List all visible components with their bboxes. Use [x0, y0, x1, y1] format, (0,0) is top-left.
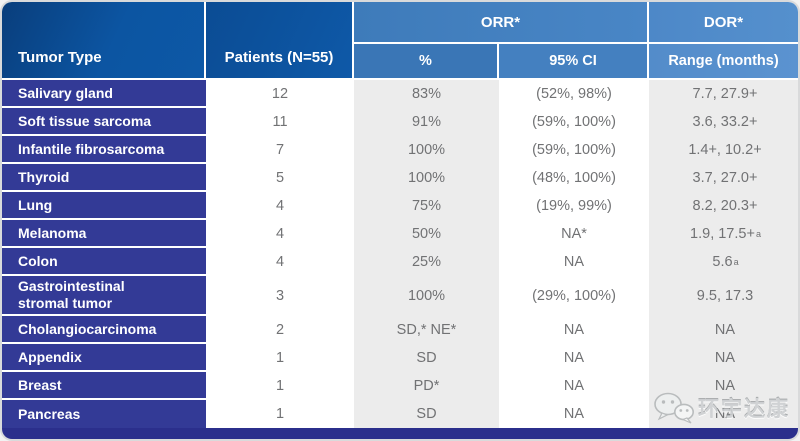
- dor-range-cell: 8.2, 20.3+: [649, 192, 798, 220]
- patients-cell: 11: [206, 108, 354, 136]
- tumor-type-cell: Soft tissue sarcoma: [2, 108, 206, 136]
- tumor-type-cell: Colon: [2, 248, 206, 276]
- tumor-type-cell: Pancreas: [2, 400, 206, 428]
- header-orr-percent: %: [354, 44, 497, 78]
- orr-ci-cell: NA: [499, 316, 649, 344]
- patients-cell: 1: [206, 372, 354, 400]
- header-patients: Patients (N=55): [206, 2, 352, 78]
- dor-range-cell: NA: [649, 400, 798, 428]
- orr-ci-cell: (59%, 100%): [499, 108, 649, 136]
- dor-range-value: NA: [714, 322, 736, 338]
- orr-ci-cell: NA: [499, 248, 649, 276]
- orr-ci-cell: (48%, 100%): [499, 164, 649, 192]
- dor-range-cell: 3.6, 33.2+: [649, 108, 798, 136]
- patients-cell: 3: [206, 276, 354, 316]
- dor-range-cell: NA: [649, 316, 798, 344]
- orr-ci-cell: NA*: [499, 220, 649, 248]
- patients-cell: 2: [206, 316, 354, 344]
- header-tumor-type: Tumor Type: [2, 2, 204, 78]
- patients-cell: 4: [206, 248, 354, 276]
- tumor-type-cell: Lung: [2, 192, 206, 220]
- dor-range-cell: 5.6 a: [649, 248, 798, 276]
- orr-percent-cell: SD: [354, 400, 499, 428]
- header-orr-group: ORR*: [354, 2, 647, 42]
- dor-range-value: 1.4+, 10.2+: [688, 142, 762, 158]
- orr-ci-cell: NA: [499, 344, 649, 372]
- patients-cell: 12: [206, 80, 354, 108]
- table-body: Salivary gland 12 83% (52%, 98%) 7.7, 27.9+ S…: [2, 80, 798, 428]
- dor-range-cell: NA: [649, 344, 798, 372]
- header-orr-ci: 95% CI: [499, 44, 647, 78]
- tumor-type-cell: Breast: [2, 372, 206, 400]
- tumor-type-cell: Melanoma: [2, 220, 206, 248]
- patients-cell: 1: [206, 400, 354, 428]
- orr-percent-cell: 100%: [354, 164, 499, 192]
- dor-range-cell: NA: [649, 372, 798, 400]
- patients-cell: 7: [206, 136, 354, 164]
- dor-range-value: 1.9, 17.5+: [690, 226, 755, 242]
- bottom-accent-bar: [2, 428, 798, 439]
- dor-range-value: NA: [714, 378, 736, 394]
- dor-range-value: NA: [714, 406, 736, 422]
- tumor-type-cell: Appendix: [2, 344, 206, 372]
- orr-percent-cell: PD*: [354, 372, 499, 400]
- dor-range-value: 3.6, 33.2+: [692, 114, 758, 130]
- dor-range-value: 8.2, 20.3+: [692, 198, 758, 214]
- dor-range-value: 5.6: [712, 254, 733, 270]
- dor-range-value: NA: [714, 350, 736, 366]
- orr-ci-cell: NA: [499, 400, 649, 428]
- tumor-type-cell: Cholangiocarcinoma: [2, 316, 206, 344]
- orr-percent-cell: 50%: [354, 220, 499, 248]
- dor-range-cell: 9.5, 17.3: [649, 276, 798, 316]
- orr-percent-cell: SD,* NE*: [354, 316, 499, 344]
- header-dor-group: DOR*: [649, 2, 798, 42]
- orr-percent-cell: 75%: [354, 192, 499, 220]
- patients-cell: 5: [206, 164, 354, 192]
- orr-ci-cell: (29%, 100%): [499, 276, 649, 316]
- header-dor-range: Range (months): [649, 44, 798, 78]
- orr-percent-cell: 25%: [354, 248, 499, 276]
- tumor-type-cell: Gastrointestinal stromal tumor: [2, 276, 206, 316]
- orr-percent-cell: SD: [354, 344, 499, 372]
- orr-ci-cell: (52%, 98%): [499, 80, 649, 108]
- dor-range-value: 3.7, 27.0+: [692, 170, 758, 186]
- patients-cell: 1: [206, 344, 354, 372]
- tumor-type-cell: Salivary gland: [2, 80, 206, 108]
- dor-range-cell: 3.7, 27.0+: [649, 164, 798, 192]
- orr-percent-cell: 100%: [354, 136, 499, 164]
- orr-ci-cell: NA: [499, 372, 649, 400]
- dor-range-value: 9.5, 17.3: [696, 288, 754, 304]
- tumor-type-cell: Thyroid: [2, 164, 206, 192]
- orr-ci-cell: (59%, 100%): [499, 136, 649, 164]
- orr-percent-cell: 100%: [354, 276, 499, 316]
- dor-range-cell: 7.7, 27.9+: [649, 80, 798, 108]
- patients-cell: 4: [206, 220, 354, 248]
- orr-ci-cell: (19%, 99%): [499, 192, 649, 220]
- orr-percent-cell: 91%: [354, 108, 499, 136]
- dor-range-cell: 1.9, 17.5+ a: [649, 220, 798, 248]
- orr-percent-cell: 83%: [354, 80, 499, 108]
- dor-range-cell: 1.4+, 10.2+: [649, 136, 798, 164]
- table-header: Tumor Type Patients (N=55) ORR* % 95% CI…: [2, 2, 798, 78]
- patients-cell: 4: [206, 192, 354, 220]
- tumor-type-cell: Infantile fibrosarcoma: [2, 136, 206, 164]
- dor-range-value: 7.7, 27.9+: [692, 86, 758, 102]
